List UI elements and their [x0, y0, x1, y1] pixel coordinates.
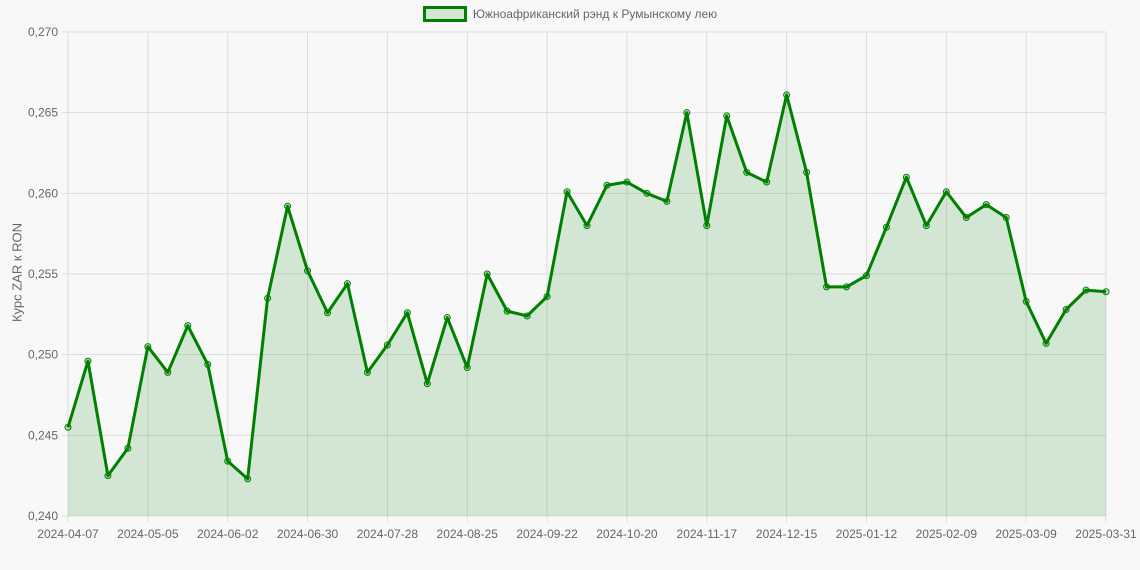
- data-point: [783, 91, 791, 99]
- data-point: [523, 312, 531, 320]
- legend[interactable]: Южноафриканский рэнд к Румынскому лею: [0, 6, 1140, 22]
- data-point: [962, 214, 970, 222]
- x-tick-label: 2024-08-25: [437, 527, 499, 541]
- data-point: [1042, 339, 1050, 347]
- y-tick-label: 0,265: [28, 106, 58, 120]
- data-point: [403, 309, 411, 317]
- x-tick-label: 2025-03-31: [1075, 527, 1137, 541]
- data-point: [84, 357, 92, 365]
- data-point: [264, 294, 272, 302]
- data-point: [902, 173, 910, 181]
- x-tick-label: 2025-01-12: [836, 527, 898, 541]
- data-point: [663, 197, 671, 205]
- y-tick-label: 0,245: [28, 428, 58, 442]
- data-point: [64, 423, 72, 431]
- data-point: [723, 112, 731, 120]
- data-point: [503, 307, 511, 315]
- data-point: [763, 178, 771, 186]
- data-point: [443, 314, 451, 322]
- x-tick-label: 2024-04-07: [37, 527, 99, 541]
- data-point: [343, 280, 351, 288]
- data-point: [603, 181, 611, 189]
- x-tick-label: 2024-11-17: [677, 527, 738, 541]
- data-point: [543, 293, 551, 301]
- data-point: [483, 270, 491, 278]
- data-point: [244, 475, 252, 483]
- x-tick-label: 2024-09-22: [516, 527, 578, 541]
- data-point: [463, 364, 471, 372]
- data-point: [643, 189, 651, 197]
- y-tick-label: 0,240: [28, 509, 58, 523]
- data-point: [1002, 214, 1010, 222]
- y-tick-label: 0,260: [28, 186, 58, 200]
- x-tick-label: 2024-06-30: [277, 527, 339, 541]
- data-point: [224, 457, 232, 465]
- data-point: [563, 188, 571, 196]
- x-tick-label: 2024-05-05: [117, 527, 179, 541]
- data-point: [623, 178, 631, 186]
- data-point: [1062, 305, 1070, 313]
- data-point: [882, 223, 890, 231]
- data-point: [204, 360, 212, 368]
- data-point: [1082, 286, 1090, 294]
- legend-swatch: [422, 6, 467, 22]
- data-point: [743, 168, 751, 176]
- data-point: [862, 272, 870, 280]
- series-line: [66, 93, 1107, 481]
- x-tick-label: 2024-10-20: [596, 527, 658, 541]
- x-tick-label: 2024-12-15: [756, 527, 818, 541]
- data-point: [164, 368, 172, 376]
- data-point: [583, 222, 591, 230]
- x-tick-label: 2024-06-02: [197, 527, 259, 541]
- data-point: [423, 380, 431, 388]
- data-point: [363, 368, 371, 376]
- data-point: [683, 109, 691, 117]
- x-tick-label: 2024-07-28: [357, 527, 419, 541]
- x-tick-label: 2025-03-09: [995, 527, 1057, 541]
- data-point: [184, 322, 192, 330]
- data-point: [1102, 288, 1110, 296]
- data-point: [1022, 297, 1030, 305]
- data-point: [324, 309, 331, 317]
- data-point: [803, 168, 811, 176]
- data-point: [823, 283, 831, 291]
- legend-label: Южноафриканский рэнд к Румынскому лею: [472, 7, 718, 21]
- x-tick-label: 2025-02-09: [916, 527, 978, 541]
- data-point: [843, 283, 850, 291]
- y-axis-title: Курс ZAR к RON: [9, 222, 25, 323]
- data-point: [144, 343, 152, 351]
- data-point: [383, 341, 391, 349]
- data-point: [124, 444, 132, 452]
- data-point: [104, 472, 112, 480]
- data-point: [304, 267, 312, 275]
- y-tick-label: 0,270: [28, 25, 58, 39]
- data-point: [942, 188, 950, 196]
- data-point: [284, 202, 292, 210]
- y-tick-label: 0,255: [28, 267, 58, 281]
- data-point: [982, 201, 990, 209]
- y-tick-label: 0,250: [28, 348, 58, 362]
- data-point: [703, 222, 711, 230]
- area-fill: [68, 94, 1106, 517]
- data-point: [922, 222, 930, 230]
